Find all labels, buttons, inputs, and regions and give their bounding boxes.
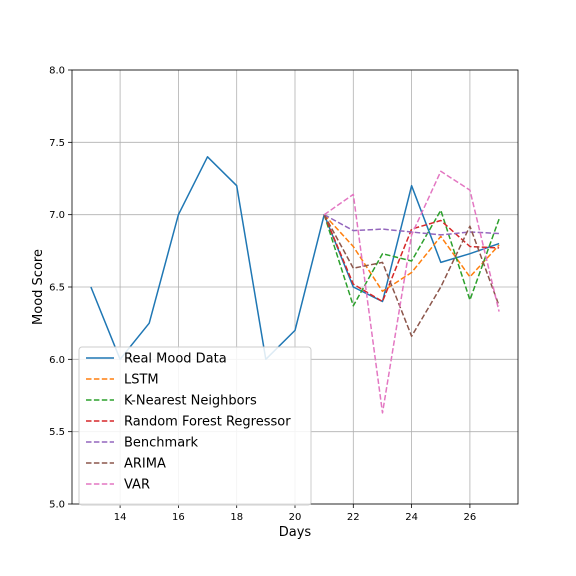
series-line-k-nearest-neighbors xyxy=(323,209,500,307)
y-tick-label: 8.0 xyxy=(49,66,65,77)
y-axis-label: Mood Score xyxy=(31,249,46,325)
x-tick-label: 20 xyxy=(289,512,302,523)
x-axis-label: Days xyxy=(279,525,312,540)
y-axis-ticks: 5.0 5.5 6.0 6.5 7.0 7.5 8.0 xyxy=(49,66,72,511)
y-tick-label: 7.0 xyxy=(49,210,65,221)
x-axis-ticks: 14 16 18 20 22 24 26 xyxy=(114,504,477,523)
x-tick-label: 24 xyxy=(405,512,418,523)
legend-label-var: VAR xyxy=(124,478,150,493)
y-tick-label: 5.0 xyxy=(49,500,65,511)
legend-label-arima: ARIMA xyxy=(124,457,166,472)
x-tick-label: 22 xyxy=(347,512,360,523)
y-tick-label: 6.0 xyxy=(49,355,65,366)
series-line-random-forest-regressor xyxy=(323,214,500,303)
series-line-real-mood-data xyxy=(90,156,500,361)
legend-label-k-nearest-neighbors: K-Nearest Neighbors xyxy=(124,394,257,409)
legend-label-random-forest-regressor: Random Forest Regressor xyxy=(124,415,291,430)
series-line-arima xyxy=(323,214,500,337)
y-tick-label: 7.5 xyxy=(49,138,65,149)
x-tick-label: 16 xyxy=(172,512,185,523)
series-lines xyxy=(90,156,500,414)
legend-label-real-mood-data: Real Mood Data xyxy=(124,352,227,367)
series-line-lstm xyxy=(323,214,500,293)
y-tick-label: 5.5 xyxy=(49,427,65,438)
x-tick-label: 14 xyxy=(114,512,127,523)
legend-box xyxy=(78,346,312,506)
y-tick-label: 6.5 xyxy=(49,283,65,294)
legend-label-benchmark: Benchmark xyxy=(124,436,199,451)
series-line-var xyxy=(323,170,500,414)
legend: Real Mood Data LSTM K-Nearest Neighbors Ran… xyxy=(78,346,312,506)
x-tick-label: 26 xyxy=(464,512,477,523)
series-line-benchmark xyxy=(323,214,500,236)
x-tick-label: 18 xyxy=(230,512,243,523)
legend-label-lstm: LSTM xyxy=(124,373,159,388)
